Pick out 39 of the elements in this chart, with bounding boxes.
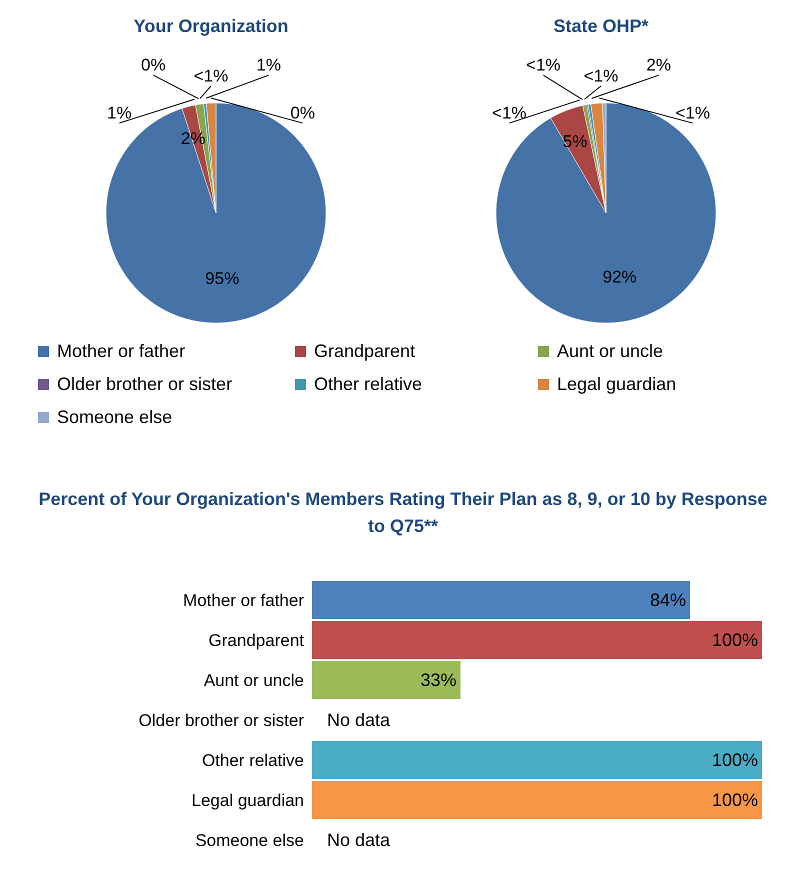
legend-label: Aunt or uncle <box>556 340 664 363</box>
data-label: 1% <box>256 56 281 75</box>
chart-title: State OHP* <box>552 16 650 37</box>
chart-title: Percent of Your Organization's Members Rating Their Plan as 8, 9, or 10 by Response to Q75** <box>38 488 768 538</box>
y-tick-label: Mother or father <box>183 591 304 610</box>
data-label: 2% <box>646 56 671 75</box>
y-tick-label: Legal guardian <box>192 791 304 810</box>
legend-label: Legal guardian <box>556 373 678 396</box>
chart-title: Your Organization <box>132 16 290 37</box>
legend-label: Grandparent <box>313 340 416 363</box>
text: 0% <box>141 56 166 75</box>
text: No data <box>327 710 390 730</box>
pie-slice <box>550 105 606 214</box>
y-tick-label: Grandparent <box>208 631 304 650</box>
data-label: <1% <box>675 104 710 123</box>
data-label: <1% <box>492 104 527 123</box>
data-label: <1% <box>526 56 561 75</box>
data-label: 33% <box>420 669 456 691</box>
y-tick-label: Aunt or uncle <box>204 671 304 690</box>
y-tick-label: Older brother or sister <box>138 711 304 730</box>
legend-label: Mother or father <box>56 340 186 363</box>
legend-label: Someone else <box>56 406 174 429</box>
data-label: 100% <box>712 749 758 771</box>
data-label: 84% <box>650 589 686 611</box>
data-label: 100% <box>712 789 758 811</box>
data-label: <1% <box>194 66 228 86</box>
legend-label: Other relative <box>313 373 424 396</box>
y-tick-label: Someone else <box>195 831 304 850</box>
data-label: 100% <box>712 629 758 651</box>
text: 0% <box>290 104 315 123</box>
data-label: <1% <box>584 66 618 86</box>
legend-label: Older brother or sister <box>56 373 234 396</box>
data-label: 5% <box>562 132 588 151</box>
pie-slice <box>106 102 326 324</box>
data-label: 92% <box>602 268 637 287</box>
data-label: 95% <box>205 269 240 288</box>
y-tick-label: Other relative <box>202 751 304 770</box>
text: No data <box>327 830 390 850</box>
data-label: 1% <box>107 104 132 123</box>
